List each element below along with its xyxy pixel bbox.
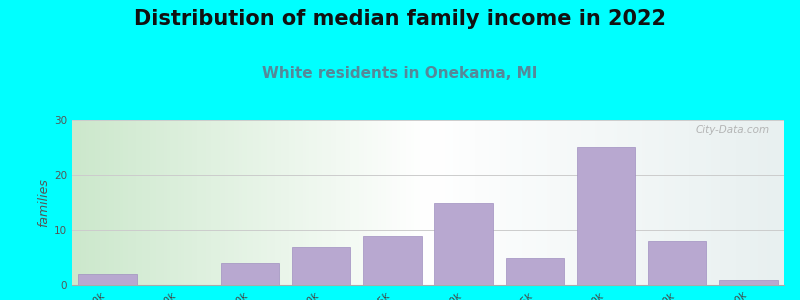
Text: White residents in Onekama, MI: White residents in Onekama, MI (262, 66, 538, 81)
Bar (719, 280, 778, 285)
Text: City-Data.com: City-Data.com (696, 125, 770, 135)
Bar (648, 241, 706, 285)
Bar (78, 274, 137, 285)
Text: Distribution of median family income in 2022: Distribution of median family income in … (134, 9, 666, 29)
Bar (363, 236, 422, 285)
Bar (221, 263, 279, 285)
Bar (577, 148, 635, 285)
Bar (506, 257, 564, 285)
Bar (292, 247, 350, 285)
Bar (434, 202, 493, 285)
Y-axis label: families: families (37, 178, 50, 227)
